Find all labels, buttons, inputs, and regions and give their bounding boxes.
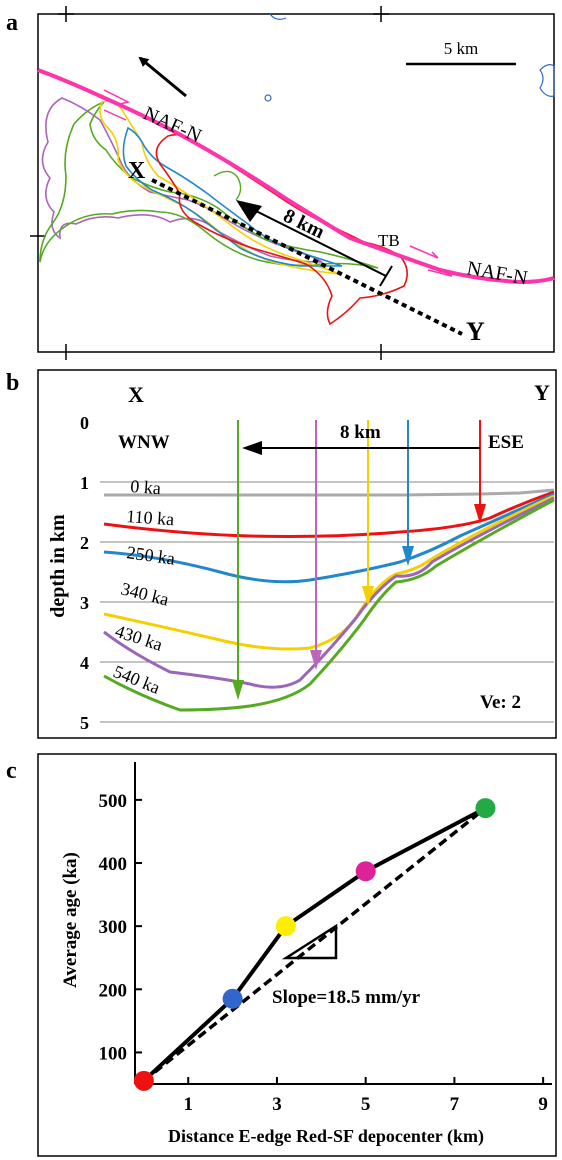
profile-line	[151, 178, 463, 336]
horizon-label: 340 ka	[119, 578, 171, 609]
isopach-110ka	[155, 133, 408, 326]
x-tick-label: 3	[272, 1094, 282, 1115]
y-tick-label: 100	[99, 1043, 128, 1064]
panel-a-label: a	[6, 10, 18, 36]
depocenter-arrow-icon	[232, 680, 244, 700]
panel-a: a 5 km NAF-N NAF-N	[6, 6, 555, 360]
coast-fragment	[264, 94, 272, 102]
depocenter-arrows	[232, 420, 486, 700]
y-axis-label: Average age (ka)	[60, 852, 81, 988]
horizon-430ka	[103, 496, 555, 689]
panel-b-label: b	[6, 370, 19, 396]
map-graticule	[30, 6, 389, 360]
fault-arrow-icon	[103, 109, 127, 121]
depocenter-arrow-icon	[402, 546, 414, 566]
slope-triangle	[281, 923, 338, 960]
y-tick-label: 200	[99, 980, 128, 1001]
chart-frame	[37, 753, 557, 1157]
horizon-labels: 0 ka 110 ka 250 ka 340 ka 430 ka 540 ka	[111, 476, 177, 698]
migration-arrow-icon	[242, 441, 262, 455]
coast-fragment	[539, 64, 555, 97]
fit-line	[142, 806, 487, 1083]
fault-arrow-icon	[409, 245, 439, 259]
north-arrow-icon	[138, 56, 187, 98]
data-point	[222, 988, 243, 1009]
data-point	[275, 916, 296, 937]
y-tick-label: 400	[99, 854, 128, 875]
panel-b: b X Y 0 1 2 3 4 5 depth in km WNW ESE	[6, 369, 557, 739]
scale-label: 5 km	[444, 39, 478, 58]
x-tick-label: 9	[538, 1094, 548, 1115]
basin-label: TB	[378, 231, 400, 250]
x-tick-label: 5	[361, 1094, 371, 1115]
vertical-exaggeration-label: Ve: 2	[480, 692, 521, 713]
x-tick-label: 1	[183, 1094, 193, 1115]
series-lines	[142, 806, 487, 1083]
y-tick-label: 500	[99, 791, 128, 812]
depth-axis-label: depth in km	[47, 514, 69, 618]
horizon-540ka	[103, 498, 555, 712]
y-tick-label: 300	[99, 917, 128, 938]
fault-arrow-icon	[103, 89, 131, 105]
section-end-label: Y	[534, 380, 550, 405]
depth-tick: 5	[80, 713, 89, 733]
isopach-540ka	[39, 101, 379, 269]
depth-tick: 3	[80, 593, 89, 613]
isopach-fragment	[213, 170, 242, 201]
fault-arrow-icon	[427, 269, 453, 277]
x-tick-label: 7	[450, 1094, 460, 1115]
horizon-250ka	[103, 492, 555, 584]
data-point	[355, 861, 376, 882]
horizon-110ka	[103, 490, 555, 538]
isopach-250ka	[122, 126, 343, 267]
horizon-0ka	[104, 488, 555, 497]
section-frame	[37, 369, 557, 739]
depth-tick: 0	[80, 413, 89, 433]
depocenter-arrow-icon	[474, 504, 486, 524]
isopach-340ka	[99, 100, 341, 275]
direction-right-label: ESE	[488, 432, 524, 453]
data-point	[133, 1070, 154, 1091]
data-point	[475, 798, 496, 819]
horizon-label: 110 ka	[126, 506, 175, 529]
coast-fragment	[269, 13, 287, 20]
depth-tick-labels: 0 1 2 3 4 5	[80, 413, 89, 733]
slope-annotation: Slope=18.5 mm/yr	[272, 987, 421, 1008]
profile-start-label: X	[128, 158, 146, 184]
fault-label: NAF-N	[465, 257, 529, 289]
depth-tick: 4	[80, 653, 89, 673]
migration-distance-label: 8 km	[340, 422, 381, 443]
section-start-label: X	[128, 382, 144, 407]
depth-gridlines	[100, 481, 554, 723]
depocenter-arrow-icon	[310, 650, 322, 670]
data-points	[133, 798, 496, 1091]
depth-tick: 2	[80, 533, 89, 553]
fault-label: NAF-N	[140, 102, 205, 147]
panel-c-label: c	[6, 758, 17, 784]
migration-line	[245, 205, 387, 277]
horizon-label: 0 ka	[130, 476, 162, 498]
direction-left-label: WNW	[118, 432, 170, 453]
depth-tick: 1	[80, 473, 89, 493]
profile-end-label: Y	[466, 317, 485, 346]
map-frame	[37, 13, 555, 353]
migration-arrow-icon	[236, 200, 262, 222]
fault-trace	[37, 68, 555, 285]
horizon-label: 250 ka	[125, 542, 176, 569]
migration-tick	[379, 265, 393, 287]
tick-group: 1 3 5 7 9 100 200 300 400 500	[99, 791, 548, 1115]
depocenter-arrow-icon	[362, 586, 374, 606]
x-axis-label: Distance E-edge Red-SF depocenter (km)	[168, 1126, 484, 1147]
